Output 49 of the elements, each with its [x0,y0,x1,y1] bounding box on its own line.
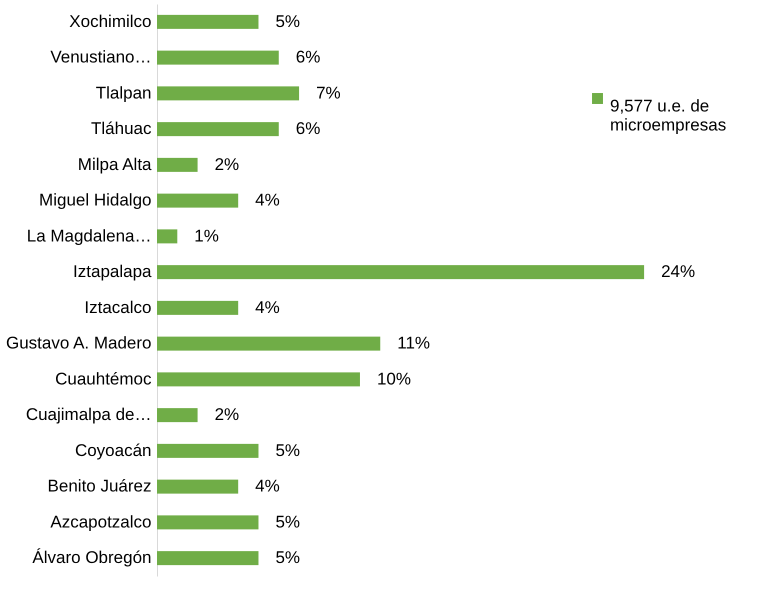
data-label: 4% [255,298,280,317]
data-label: 4% [255,476,280,496]
bar [157,14,258,29]
data-label: 6% [296,48,320,67]
y-tick-label: Iztapalapa [73,262,152,282]
data-label: 10% [376,369,411,388]
bar [157,229,178,244]
data-label: 5% [275,548,300,568]
bar [157,158,198,172]
bar [157,86,300,100]
y-tick-label: Gustavo A. Madero [6,334,152,353]
y-tick-label: Azcapotzalco [50,512,152,532]
bar [157,515,258,530]
bar [157,551,258,566]
y-tick-label: Coyoacán [74,440,152,460]
data-label: 5% [275,440,300,460]
data-label: 2% [214,405,240,424]
y-tick-label: La Magdalena… [26,226,152,246]
bar [157,265,644,280]
data-label: 1% [194,226,219,246]
y-tick-label: Cuauhtémoc [55,369,152,388]
data-label: 7% [316,83,341,102]
y-tick-label: Tláhuac [91,119,152,138]
legend-label: 9,577 u.e. de microempresas [610,96,726,134]
bar [157,300,238,315]
bar [157,444,258,458]
y-tick-label: Benito Juárez [48,476,152,496]
y-tick-label: Álvaro Obregón [32,548,152,568]
data-label: 11% [397,334,430,353]
bar [157,336,380,351]
y-tick-label: Milpa Alta [78,154,152,174]
y-tick-label: Venustiano… [50,48,152,67]
bar [157,122,279,136]
data-label: 6% [296,119,320,138]
bar [157,408,198,422]
y-tick-label: Cuajimalpa de… [26,405,152,424]
data-label: 5% [275,512,300,532]
y-tick-label: Tlalpan [96,83,152,102]
bar [157,372,360,386]
bar [157,194,238,208]
data-label: 5% [275,12,300,31]
y-tick-label: Xochimilco [69,12,152,31]
y-tick-label: Miguel Hidalgo [39,190,152,210]
bar [157,50,279,65]
data-label: 4% [255,190,280,210]
data-label: 24% [661,262,696,282]
bar [157,480,238,494]
data-label: 2% [214,154,240,174]
y-tick-label: Iztacalco [84,298,152,317]
